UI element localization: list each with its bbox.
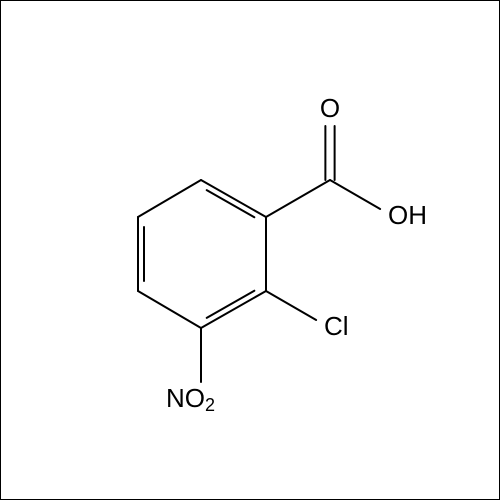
bond (266, 291, 316, 320)
atom-label-o1: O (320, 93, 340, 123)
atom-label-o2: OH (388, 200, 427, 230)
bond-layer (138, 126, 380, 382)
bond (138, 291, 201, 328)
bond (207, 291, 255, 318)
label-layer: O OH Cl NO2 (166, 93, 427, 415)
atom-label-n: NO2 (166, 383, 215, 415)
bond (201, 180, 266, 217)
bond (201, 291, 266, 328)
bond (138, 180, 201, 217)
bond (207, 190, 255, 217)
atom-label-cl: Cl (324, 311, 349, 341)
bond (330, 180, 380, 209)
bond (266, 180, 330, 217)
molecule-diagram: O OH Cl NO2 (1, 1, 499, 499)
